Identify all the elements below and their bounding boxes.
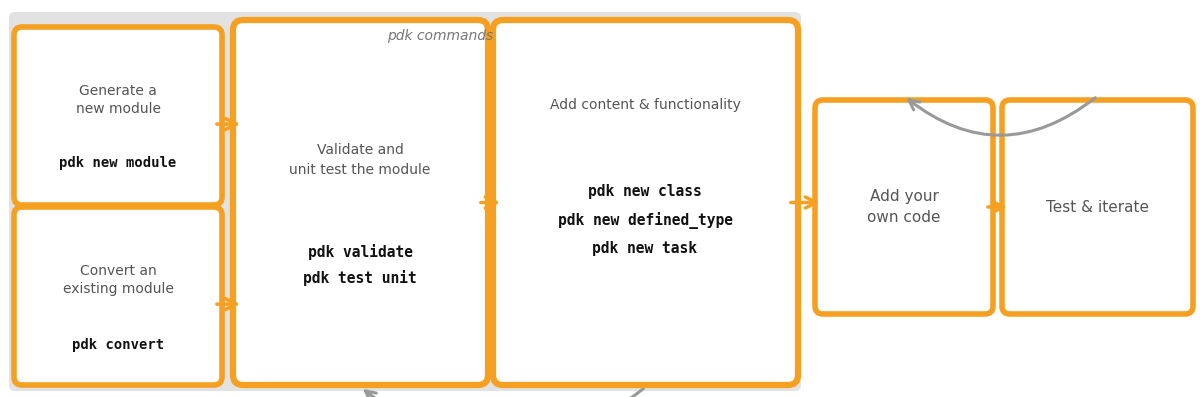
Text: Validate and
unit test the module: Validate and unit test the module (289, 143, 431, 177)
Text: Add content & functionality: Add content & functionality (550, 98, 740, 112)
FancyBboxPatch shape (14, 207, 222, 385)
FancyBboxPatch shape (10, 12, 802, 391)
FancyBboxPatch shape (493, 20, 798, 385)
FancyBboxPatch shape (1002, 100, 1193, 314)
Text: pdk new class
pdk new defined_type
pdk new task: pdk new class pdk new defined_type pdk n… (558, 184, 732, 256)
Text: pdk convert: pdk convert (72, 338, 164, 352)
Text: Test & iterate: Test & iterate (1045, 200, 1148, 214)
Text: Convert an
existing module: Convert an existing module (62, 264, 174, 296)
Text: pdk validate
pdk test unit: pdk validate pdk test unit (304, 244, 416, 286)
Text: Generate a
new module: Generate a new module (76, 84, 161, 116)
FancyBboxPatch shape (815, 100, 994, 314)
Text: pdk commands: pdk commands (386, 29, 493, 43)
Text: Add your
own code: Add your own code (868, 189, 941, 225)
FancyBboxPatch shape (14, 27, 222, 205)
Text: pdk new module: pdk new module (59, 156, 176, 170)
FancyBboxPatch shape (233, 20, 488, 385)
